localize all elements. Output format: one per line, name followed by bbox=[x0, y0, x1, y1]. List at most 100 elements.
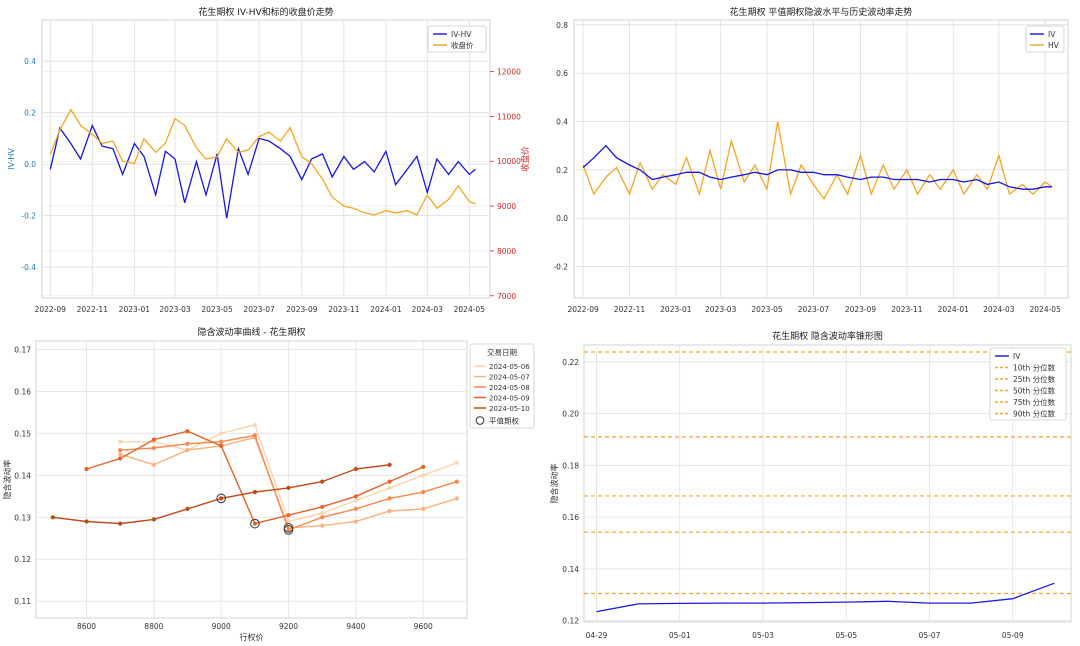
data-point bbox=[252, 422, 257, 427]
y-tick-label: 0.15 bbox=[14, 429, 31, 438]
data-point bbox=[353, 506, 358, 511]
y-right-tick-label: 8000 bbox=[497, 247, 516, 256]
data-point bbox=[219, 431, 224, 436]
y-tick-label: 0.8 bbox=[556, 21, 568, 30]
legend-title: 交易日期 bbox=[487, 347, 517, 357]
y-tick-label: 0.0 bbox=[556, 214, 568, 223]
legend-label: 2024-05-07 bbox=[489, 374, 530, 382]
legend-label: 2024-05-06 bbox=[489, 363, 530, 371]
x-tick-label: 05-09 bbox=[1002, 631, 1024, 640]
legend-label: HV bbox=[1048, 41, 1060, 50]
legend-label: 2024-05-08 bbox=[489, 384, 530, 392]
x-tick-label: 2022-09 bbox=[567, 305, 599, 314]
y-left-tick-label: 0.0 bbox=[24, 160, 36, 169]
data-point bbox=[151, 517, 156, 522]
data-point bbox=[320, 523, 325, 528]
x-tick-label: 2022-09 bbox=[35, 305, 67, 314]
data-point bbox=[454, 496, 459, 501]
data-point bbox=[320, 515, 325, 520]
x-axis-label: 行权价 bbox=[240, 632, 264, 642]
atm-marker bbox=[283, 525, 294, 535]
data-point bbox=[286, 513, 291, 518]
data-point bbox=[185, 429, 190, 434]
x-tick-label: 2023-07 bbox=[243, 305, 275, 314]
data-point bbox=[387, 485, 392, 490]
legend-label: 2024-05-09 bbox=[489, 395, 530, 403]
data-point bbox=[286, 527, 291, 533]
legend-label: IV-HV bbox=[451, 30, 472, 39]
data-point bbox=[252, 433, 257, 438]
x-tick-label: 2024-01 bbox=[370, 305, 402, 314]
data-point bbox=[118, 448, 123, 453]
x-tick-label: 04-29 bbox=[586, 631, 608, 640]
x-tick-label: 8600 bbox=[77, 622, 96, 631]
plot-frame bbox=[41, 19, 491, 299]
series-line-收盘价 bbox=[49, 108, 476, 216]
x-tick-label: 2024-03 bbox=[983, 305, 1015, 314]
data-point bbox=[219, 496, 224, 501]
x-tick-label: 2023-01 bbox=[119, 305, 151, 314]
y-tick-label: 0.12 bbox=[14, 555, 31, 564]
y-right-tick-label: 9000 bbox=[497, 202, 516, 211]
data-point bbox=[118, 521, 123, 526]
x-tick-label: 9000 bbox=[212, 622, 231, 631]
data-point bbox=[252, 490, 257, 495]
y-tick-label: 0.6 bbox=[556, 69, 568, 78]
data-point bbox=[387, 479, 392, 484]
x-tick-label: 05-03 bbox=[752, 631, 774, 640]
data-point bbox=[185, 448, 190, 453]
y-tick-label: 0.20 bbox=[562, 410, 579, 419]
y-left-tick-label: -0.2 bbox=[21, 212, 36, 221]
chart-title: 隐含波动率曲线 - 花生期权 bbox=[198, 326, 306, 338]
data-point bbox=[387, 508, 392, 514]
legend-label: 10th 分位数 bbox=[1013, 363, 1056, 373]
x-tick-label: 2023-01 bbox=[660, 305, 692, 314]
chart-iv-hv-close: 花生期权 IV-HV和标的收盘价走势 2022-09 2022-11 2023-01 2… bbox=[7, 6, 531, 314]
y-tick-label: 0.14 bbox=[562, 565, 579, 574]
y-right-tick-label: 11000 bbox=[497, 112, 521, 121]
y-left-tick-label: -0.4 bbox=[21, 263, 36, 272]
y-tick-label: 0.2 bbox=[556, 166, 568, 175]
data-point bbox=[151, 445, 156, 451]
data-point bbox=[151, 437, 156, 442]
data-point bbox=[353, 494, 358, 499]
data-point bbox=[454, 479, 459, 484]
x-tick-label: 05-01 bbox=[669, 631, 691, 640]
data-point bbox=[286, 485, 291, 490]
data-point bbox=[118, 439, 123, 444]
legend-label: IV bbox=[1048, 30, 1056, 39]
data-point bbox=[118, 452, 123, 457]
series-line-IV-HV bbox=[49, 123, 476, 219]
data-point bbox=[118, 456, 123, 461]
x-tick-label: 2023-07 bbox=[798, 305, 830, 314]
x-tick-label: 2024-01 bbox=[938, 305, 970, 314]
y-tick-label: 0.12 bbox=[562, 617, 579, 626]
y-right-tick-label: 12000 bbox=[497, 68, 521, 77]
atm-marker bbox=[216, 493, 227, 504]
data-point bbox=[421, 506, 426, 511]
legend-label: 收盘价 bbox=[451, 40, 474, 50]
data-point bbox=[421, 464, 426, 469]
x-tick-label: 05-07 bbox=[919, 631, 941, 640]
x-tick-label: 8800 bbox=[144, 622, 163, 631]
y-tick-label: 0.16 bbox=[562, 513, 579, 522]
x-tick-label: 9400 bbox=[346, 622, 365, 631]
legend-label: IV bbox=[1013, 352, 1021, 361]
data-point bbox=[151, 462, 156, 467]
x-tick-label: 9600 bbox=[414, 622, 433, 631]
data-point bbox=[353, 519, 358, 524]
legend-label: 50th 分位数 bbox=[1013, 386, 1056, 396]
legend-label: 75th 分位数 bbox=[1013, 397, 1056, 407]
y-left-axis-label: IV-HV bbox=[7, 148, 16, 170]
legend-atm-marker bbox=[475, 416, 485, 425]
legend-label: 90th 分位数 bbox=[1013, 409, 1056, 419]
data-point bbox=[320, 504, 325, 509]
plot-frame bbox=[35, 340, 468, 619]
data-point bbox=[185, 506, 190, 511]
y-tick-label: 0.16 bbox=[14, 387, 31, 396]
legend-box bbox=[989, 347, 1067, 421]
y-tick-label: 0.18 bbox=[562, 461, 579, 470]
y-tick-label: 0.13 bbox=[14, 513, 31, 522]
atm-marker bbox=[250, 518, 260, 529]
data-point bbox=[252, 521, 257, 526]
